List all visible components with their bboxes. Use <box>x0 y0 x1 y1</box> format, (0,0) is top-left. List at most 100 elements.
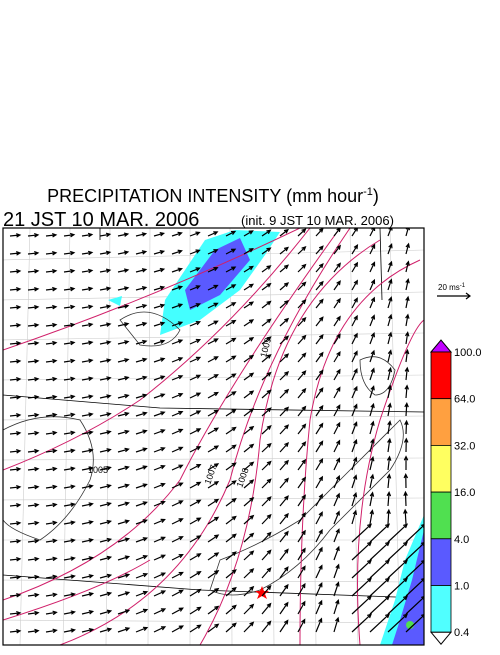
wind-arrow <box>81 358 94 364</box>
init-time: (init. 9 JST 10 MAR. 2006) <box>241 213 394 228</box>
wind-arrow <box>333 280 341 291</box>
wind-arrow <box>333 528 340 543</box>
wind-arrow <box>261 549 272 561</box>
wind-arrow <box>117 555 131 561</box>
wind-arrow <box>243 443 255 453</box>
wind-arrow <box>63 628 76 633</box>
wind-arrow <box>9 557 22 562</box>
wind-arrow <box>9 269 22 274</box>
wind-arrow <box>189 481 202 489</box>
wind-arrow <box>261 300 272 309</box>
wind-scale-arrow <box>437 292 471 300</box>
wind-arrow <box>153 249 166 255</box>
wind-arrow <box>171 482 184 489</box>
wind-arrow <box>171 625 185 633</box>
wind-arrow <box>225 551 237 561</box>
wind-arrow <box>297 228 307 237</box>
wind-arrow <box>279 495 289 507</box>
wind-arrow <box>189 553 202 561</box>
wind-arrow <box>243 532 255 543</box>
wind-arrow <box>81 304 94 310</box>
wind-arrow <box>63 448 76 454</box>
wind-arrow <box>27 358 40 364</box>
wind-arrow <box>153 447 166 453</box>
wind-arrow <box>387 613 409 633</box>
wind-arrow <box>333 404 341 417</box>
wind-arrow <box>261 567 272 579</box>
wind-arrow <box>171 553 184 561</box>
wind-arrow <box>9 431 22 436</box>
wind-arrow <box>81 502 94 507</box>
wind-arrow <box>27 448 40 454</box>
wind-arrow <box>27 484 40 490</box>
wind-arrow <box>261 496 272 507</box>
wind-arrow <box>99 376 112 381</box>
wind-arrow <box>261 442 272 453</box>
wind-arrow <box>315 387 324 399</box>
wind-arrow <box>261 371 272 381</box>
wind-arrow <box>171 249 183 255</box>
wind-arrow <box>153 321 166 327</box>
colorbar-segment <box>430 398 452 446</box>
wind-arrow <box>261 389 272 399</box>
wind-arrow <box>243 550 255 561</box>
wind-arrow <box>225 355 237 363</box>
wind-arrow <box>386 508 391 525</box>
wind-arrow <box>387 523 409 543</box>
wind-arrow <box>81 627 95 633</box>
wind-arrow <box>405 595 424 615</box>
wind-arrow <box>351 367 358 381</box>
wind-arrow <box>135 393 148 399</box>
wind-arrow <box>279 282 290 291</box>
wind-arrow <box>207 231 219 237</box>
wind-arrow <box>279 264 290 273</box>
wind-arrow <box>279 424 290 435</box>
wind-arrow <box>171 375 184 381</box>
wind-arrow <box>279 406 290 417</box>
wind-arrow <box>117 519 131 525</box>
wind-arrow <box>387 384 392 399</box>
wind-arrow <box>135 626 149 633</box>
wind-arrow <box>153 608 167 615</box>
wind-arrow <box>99 466 112 471</box>
wind-arrow <box>369 314 376 327</box>
wind-arrow <box>99 448 112 453</box>
wind-arrow <box>333 297 341 309</box>
wind-arrow <box>369 420 375 435</box>
wind-arrow <box>404 331 410 345</box>
wind-arrow <box>189 517 202 525</box>
wind-arrow <box>261 353 272 363</box>
wind-arrow <box>207 480 220 489</box>
wind-arrow <box>405 313 410 327</box>
wind-arrow <box>351 595 373 615</box>
wind-arrow <box>261 318 272 327</box>
wind-arrow <box>81 232 94 238</box>
wind-arrow <box>171 392 184 399</box>
wind-arrow <box>351 314 358 327</box>
wind-arrow <box>279 548 289 561</box>
wind-arrow <box>387 577 409 597</box>
wind-arrow <box>171 571 184 579</box>
wind-arrow <box>351 491 358 507</box>
wind-arrow <box>189 356 202 363</box>
wind-arrow <box>279 388 290 399</box>
wind-arrow <box>243 585 255 597</box>
wind-arrow <box>27 269 40 274</box>
wind-arrow <box>225 230 237 237</box>
wind-arrow <box>63 394 76 400</box>
wind-arrow <box>279 335 290 345</box>
wind-arrow <box>279 477 289 489</box>
wind-arrow <box>45 484 58 490</box>
wind-arrow <box>333 333 341 345</box>
wind-arrow <box>297 299 307 309</box>
wind-arrow <box>369 559 391 579</box>
wind-arrow <box>189 392 202 399</box>
wind-arrow <box>27 520 40 526</box>
wind-arrow <box>369 243 376 255</box>
wind-scale: 20 ms-1 <box>438 283 466 292</box>
wind-arrow <box>261 584 272 597</box>
wind-arrow <box>297 423 307 435</box>
wind-arrow <box>45 232 58 238</box>
wind-arrow <box>189 570 202 579</box>
wind-arrow <box>315 528 323 543</box>
